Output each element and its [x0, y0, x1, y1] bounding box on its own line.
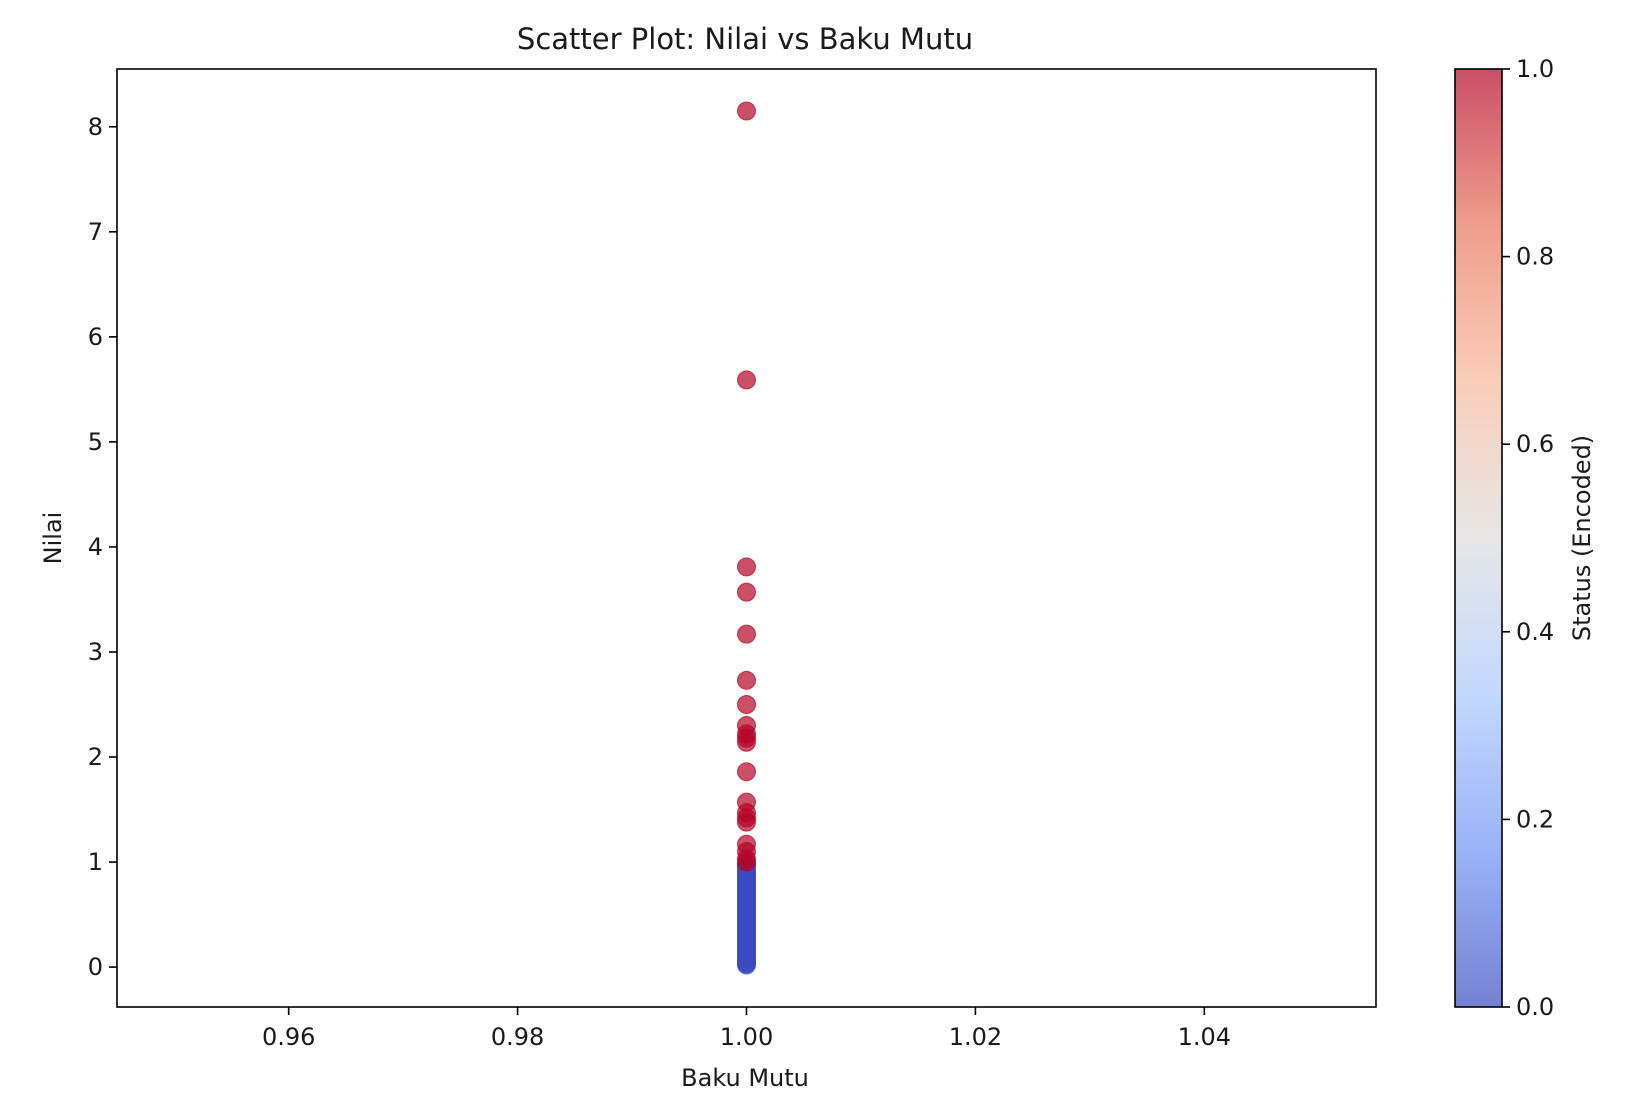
x-tick-label: 0.98 — [491, 1023, 544, 1051]
colorbar-tick-label: 0.6 — [1516, 430, 1554, 458]
point-status-1 — [737, 762, 756, 782]
y-tick-label: 4 — [88, 533, 103, 561]
y-axis-label: Nilai — [39, 512, 67, 565]
point-status-1 — [737, 624, 756, 644]
x-tick-label: 1.02 — [949, 1023, 1002, 1051]
y-tick-label: 6 — [88, 323, 103, 351]
point-status-0 — [737, 955, 756, 975]
y-tick-label: 0 — [88, 953, 103, 981]
point-status-1 — [737, 101, 756, 121]
x-tick-label: 0.96 — [262, 1023, 315, 1051]
colorbar-ticks: 0.0 0.2 0.4 0.6 0.8 1.0 — [1502, 55, 1554, 1021]
colorbar-label: Status (Encoded) — [1568, 435, 1596, 641]
x-tick-label: 1.04 — [1178, 1023, 1231, 1051]
colorbar-tick-label: 0.4 — [1516, 618, 1554, 646]
y-tick-label: 2 — [88, 743, 103, 771]
x-axis-ticks: 0.96 0.98 1.00 1.02 1.04 — [262, 1007, 1231, 1051]
colorbar-tick-label: 1.0 — [1516, 55, 1554, 83]
point-status-1 — [737, 808, 756, 828]
point-status-1 — [737, 370, 756, 390]
point-status-1 — [737, 694, 756, 714]
point-status-1 — [737, 670, 756, 690]
point-status-1 — [737, 852, 756, 872]
scatter-points — [737, 101, 756, 975]
y-axis-ticks: 0 1 2 3 4 5 6 7 8 — [88, 113, 117, 981]
y-tick-label: 1 — [88, 848, 103, 876]
point-status-1 — [737, 557, 756, 577]
y-tick-label: 5 — [88, 428, 103, 456]
chart-title: Scatter Plot: Nilai vs Baku Mutu — [517, 22, 973, 56]
point-status-1 — [737, 728, 756, 748]
y-tick-label: 7 — [88, 218, 103, 246]
y-tick-label: 8 — [88, 113, 103, 141]
colorbar — [1454, 68, 1503, 1008]
colorbar-tick-label: 0.8 — [1516, 243, 1554, 271]
point-status-1 — [737, 582, 756, 602]
colorbar-tick-label: 0.0 — [1516, 993, 1554, 1021]
y-tick-label: 3 — [88, 638, 103, 666]
colorbar-tick-label: 0.2 — [1516, 805, 1554, 833]
x-axis-label: Baku Mutu — [681, 1064, 809, 1092]
x-tick-label: 1.00 — [720, 1023, 773, 1051]
